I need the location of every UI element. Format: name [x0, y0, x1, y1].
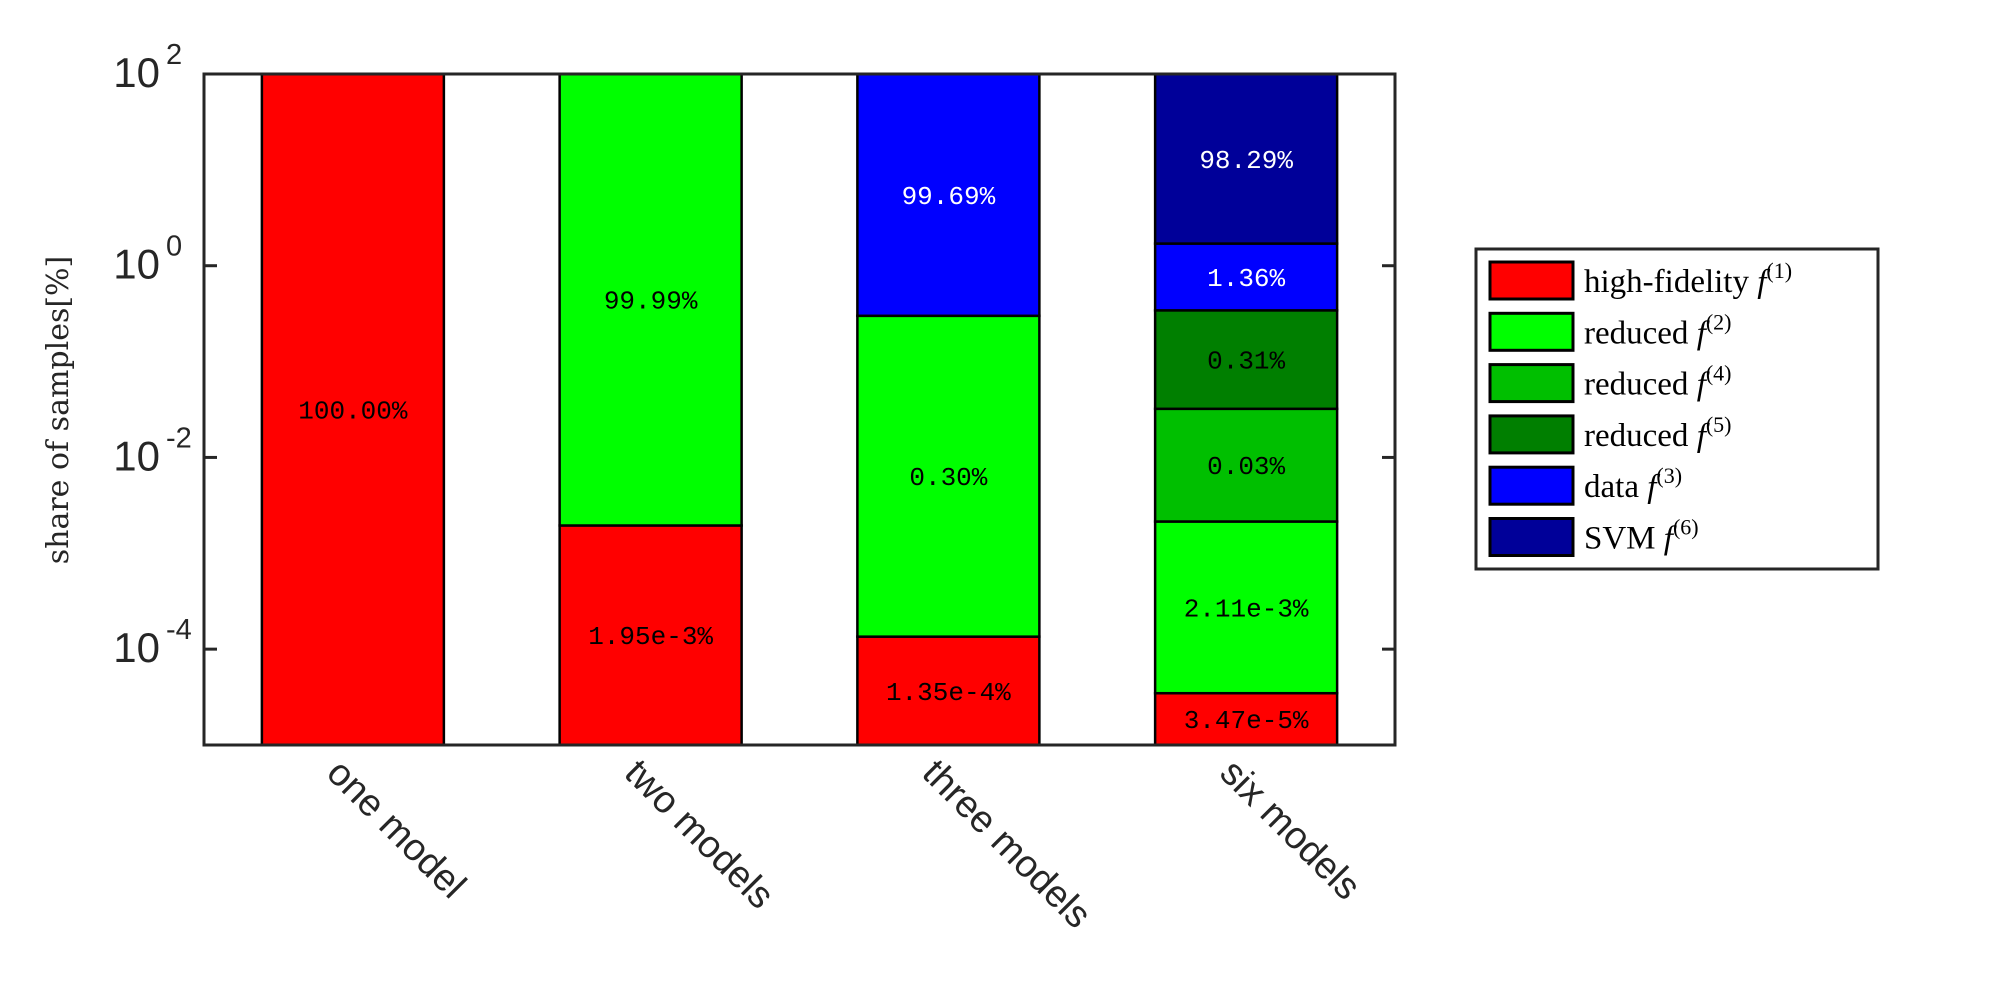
legend-swatch [1488, 311, 1575, 352]
bar-segment [558, 524, 743, 747]
legend-superscript: (4) [1706, 361, 1732, 386]
y-tick-label: 10 [113, 241, 160, 288]
y-tick-label: 10 [113, 432, 160, 479]
bar-segment [856, 635, 1041, 747]
segment-label: 0.31% [1207, 347, 1285, 377]
legend-swatch [1488, 260, 1575, 301]
legend-swatch [1488, 363, 1575, 404]
legend-swatch [1488, 465, 1575, 506]
legend-superscript: (3) [1656, 463, 1682, 488]
legend-label: reduced f(5) [1584, 412, 1732, 454]
legend: high-fidelity f(1)reduced f(2)reduced f(… [1474, 247, 1880, 571]
y-axis-label: share of samples[%] [41, 256, 76, 565]
legend-swatch [1488, 517, 1575, 557]
legend-swatch [1488, 414, 1575, 455]
segment-label: 98.29% [1199, 146, 1293, 176]
bar-segment [260, 72, 446, 747]
segment-label: 2.11e-3% [1184, 594, 1309, 624]
segment-label: 3.47e-5% [1184, 706, 1309, 736]
legend-superscript: (6) [1673, 515, 1699, 540]
y-tick-exponent: 0 [166, 231, 182, 263]
x-tick-label: three models [914, 752, 1099, 937]
segment-label: 1.95e-3% [588, 622, 713, 652]
legend-superscript: (2) [1706, 309, 1732, 334]
bar-segment [1153, 309, 1339, 411]
legend-label: reduced f(4) [1584, 361, 1732, 403]
x-tick-label: two models [616, 752, 782, 918]
bar-segment [856, 72, 1041, 318]
axes-box [202, 72, 1397, 747]
y-tick-exponent: 2 [166, 39, 182, 71]
segment-label: 0.30% [909, 463, 987, 493]
x-ticks-group: one model two models three models six model… [319, 752, 1369, 937]
y-tick-label: 10 [113, 624, 160, 671]
y-tick-exponent: -4 [166, 614, 192, 646]
bar-segment [1153, 520, 1339, 695]
segment-label: 1.36% [1207, 264, 1285, 294]
bar-segment [856, 314, 1041, 638]
legend-box [1474, 247, 1880, 571]
segment-label: 0.03% [1207, 452, 1285, 482]
legend-label: high-fidelity f(1) [1584, 258, 1792, 300]
y-tick-exponent: -2 [166, 422, 192, 454]
segment-labels-group: 100.00% 1.95e-3% 99.99% 1.35e-4% 0.30% 99.69%… [298, 146, 1309, 736]
legend-superscript: (1) [1766, 258, 1792, 283]
segment-label: 1.35e-4% [886, 678, 1011, 708]
x-tick-label: one model [319, 752, 474, 907]
y-tick-label: 10 [113, 49, 160, 96]
x-tick-label: six models [1212, 752, 1369, 909]
bar-segment [1153, 407, 1339, 523]
legend-superscript: (5) [1706, 412, 1732, 437]
segment-label: 99.99% [604, 287, 698, 317]
bars-group [260, 72, 1339, 747]
segment-label: 100.00% [298, 397, 408, 427]
bar-segment [1153, 72, 1339, 245]
segment-label: 99.69% [902, 182, 996, 212]
bar-segment [1153, 242, 1339, 312]
